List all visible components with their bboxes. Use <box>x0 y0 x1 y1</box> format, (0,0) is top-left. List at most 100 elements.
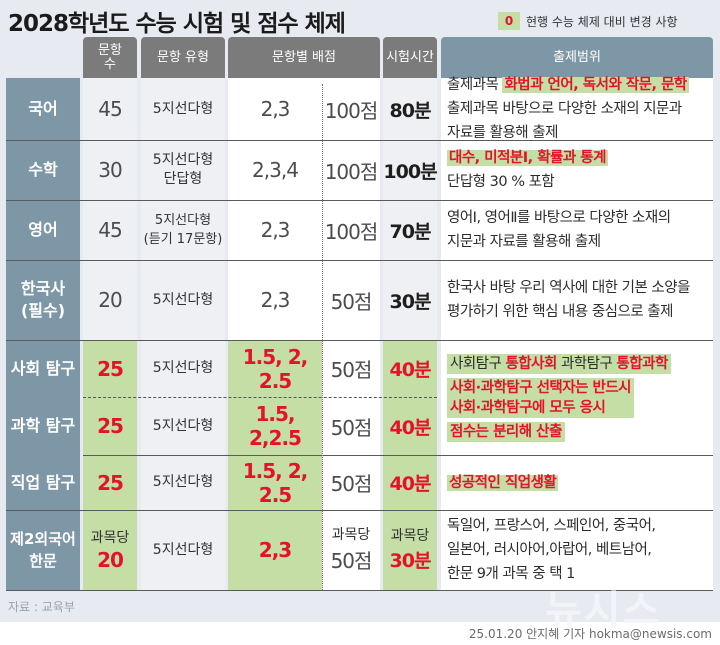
subject-english: 영어 <box>6 200 80 260</box>
range-foreign-line2: 일본어, 러시아어,아랍어, 베트남어, <box>447 542 652 558</box>
time-foreign-value: 30분 <box>389 550 432 572</box>
subject-history: 한국사 (필수) <box>6 260 80 340</box>
range-korean-line1: 출제과목 화법과 언어, 독서와 작문, 문학 <box>447 73 689 97</box>
row-divider-dashed <box>83 397 437 398</box>
range-history: 한국사 바탕 우리 역사에 대한 기본 소양을 평가하기 위한 핵심 내용 중심… <box>441 260 713 340</box>
range-korean-line3: 자료를 활용해 출제 <box>447 125 558 141</box>
total-korean: 100점 <box>322 78 380 140</box>
header-count: 문항 수 <box>83 37 137 78</box>
time-history: 30분 <box>383 260 437 340</box>
range-english-line1: 영어Ⅰ, 영어Ⅱ를 바탕으로 다양한 소재의 <box>447 210 671 226</box>
subject-math: 수학 <box>6 140 80 200</box>
total-science-inquiry: 50점 <box>322 397 380 455</box>
score-history: 2,3 <box>228 260 322 340</box>
row-divider <box>83 455 713 456</box>
total-vocational-inquiry: 50점 <box>322 455 380 510</box>
range-korean-line2: 출제과목 바탕으로 다양한 소재의 지문과 <box>447 101 682 117</box>
subject-science-inquiry: 과학 탐구 <box>6 397 80 455</box>
range-foreign-line1: 독일어, 프랑스어, 스페인어, 중국어, <box>447 518 656 534</box>
row-divider <box>6 340 713 341</box>
score-english: 2,3 <box>228 200 322 260</box>
range-vocational-subject: 성공적인 직업생활 <box>447 474 559 491</box>
type-science-inquiry: 5지선다형 <box>141 397 225 455</box>
count-math: 30 <box>83 140 137 200</box>
header-time: 시험시간 <box>383 37 437 78</box>
legend: 0 현행 수능 체제 대비 변경 사항 <box>498 12 678 30</box>
range-history-line1: 한국사 바탕 우리 역사에 대한 기본 소양을 <box>447 280 690 296</box>
time-math: 100분 <box>383 140 438 200</box>
subject-korean: 국어 <box>6 78 80 140</box>
subject-foreign-language: 제2외국어 한문 <box>6 510 80 590</box>
row-divider <box>6 510 713 511</box>
score-science-inquiry: 1.5, 2,2.5 <box>228 397 322 455</box>
inquiry-label-social: 사회탐구 <box>450 355 506 372</box>
range-vocational: 성공적인 직업생활 <box>441 455 713 510</box>
range-english: 영어Ⅰ, 영어Ⅱ를 바탕으로 다양한 소재의 지문과 자료를 활용해 출제 <box>441 200 713 260</box>
inquiry-label-science: 과학탐구 <box>556 355 617 372</box>
credit-line: 25.01.20 안지혜 기자 hokma@newsis.com <box>468 627 712 641</box>
range-english-line2: 지문과 자료를 활용해 출제 <box>447 234 601 250</box>
count-social-inquiry: 25 <box>83 340 137 397</box>
total-foreign-value: 50점 <box>330 549 373 573</box>
time-foreign-prefix: 과목당 <box>390 528 430 544</box>
score-foreign-language: 2,3 <box>228 510 322 590</box>
source-label: 자료 : 교육부 <box>8 600 75 614</box>
count-korean: 45 <box>83 78 137 140</box>
header-score: 문항별 배점 <box>228 37 380 78</box>
range-korean-subjects: 화법과 언어, 독서와 작문, 문학 <box>502 77 689 93</box>
score-vocational-inquiry: 1.5, 2, 2.5 <box>228 455 322 510</box>
count-foreign-value: 20 <box>97 547 124 572</box>
range-math-subjects: 대수, 미적분I, 확률과 통계 <box>447 150 608 166</box>
total-foreign-language: 과목당 50점 <box>322 510 380 590</box>
inquiry-integrated-social: 통합사회 <box>505 355 557 372</box>
inquiry-integrated-science: 통합과학 <box>616 355 668 372</box>
header-type: 문항 유형 <box>141 37 225 78</box>
total-math: 100점 <box>322 140 380 200</box>
table-bottom-border <box>6 590 713 591</box>
count-foreign-language: 과목당 20 <box>83 510 137 590</box>
type-math: 5지선다형 단답형 <box>141 140 225 200</box>
type-history: 5지선다형 <box>141 260 225 340</box>
total-social-inquiry: 50점 <box>322 340 380 397</box>
score-korean: 2,3 <box>228 78 322 140</box>
total-history: 50점 <box>322 260 380 340</box>
time-korean: 80분 <box>383 78 437 140</box>
type-korean: 5지선다형 <box>141 78 225 140</box>
time-english: 70분 <box>383 200 437 260</box>
range-math: 대수, 미적분I, 확률과 통계 단답형 30 % 포함 <box>441 140 713 200</box>
header-range: 출제범위 <box>441 37 713 78</box>
count-english: 45 <box>83 200 137 260</box>
type-social-inquiry: 5지선다형 <box>141 340 225 397</box>
score-column-divider <box>322 84 323 590</box>
page-title: 2028학년도 수능 시험 및 점수 체제 <box>8 11 346 37</box>
newsis-watermark: 뉴시스 <box>545 588 662 634</box>
inquiry-rule-line1: 사회·과학탐구 선택자는 반드시 <box>450 379 632 396</box>
range-korean-prefix: 출제과목 <box>447 77 503 93</box>
total-english: 100점 <box>322 200 380 260</box>
range-korean: 출제과목 화법과 언어, 독서와 작문, 문학 출제과목 바탕으로 다양한 소재… <box>441 77 713 141</box>
legend-label: 현행 수능 체제 대비 변경 사항 <box>526 14 678 29</box>
type-english: 5지선다형 (듣기 17문항) <box>141 200 225 260</box>
time-science-inquiry: 40분 <box>383 397 437 455</box>
range-inquiry: 사회탐구 통합사회 과학탐구 통합과학 사회·과학탐구 선택자는 반드시 사회·과… <box>441 340 713 455</box>
score-social-inquiry: 1.5, 2, 2.5 <box>228 340 322 397</box>
legend-swatch: 0 <box>498 12 520 30</box>
count-vocational-inquiry: 25 <box>83 455 137 510</box>
time-vocational-inquiry: 40분 <box>383 455 437 510</box>
inquiry-rule-line2: 사회·과학탐구에 모두 응시 <box>450 399 606 416</box>
count-history: 20 <box>83 260 137 340</box>
row-divider <box>6 200 713 201</box>
type-vocational-inquiry: 5지선다형 <box>141 455 225 510</box>
total-foreign-prefix: 과목당 <box>331 527 371 543</box>
time-foreign-language: 과목당 30분 <box>383 510 437 590</box>
range-foreign-line3: 한문 9개 과목 중 택 1 <box>447 566 575 582</box>
count-foreign-prefix: 과목당 <box>90 529 130 546</box>
time-social-inquiry: 40분 <box>383 340 437 397</box>
range-math-line2: 단답형 30 % 포함 <box>447 174 555 190</box>
subject-vocational-inquiry: 직업 탐구 <box>6 455 80 510</box>
subject-social-inquiry: 사회 탐구 <box>6 340 80 397</box>
count-science-inquiry: 25 <box>83 397 137 455</box>
range-history-line2: 평가하기 위한 핵심 내용 중심으로 출제 <box>447 304 673 320</box>
range-inquiry-line1: 사회탐구 통합사회 과학탐구 통합과학 <box>447 353 671 374</box>
